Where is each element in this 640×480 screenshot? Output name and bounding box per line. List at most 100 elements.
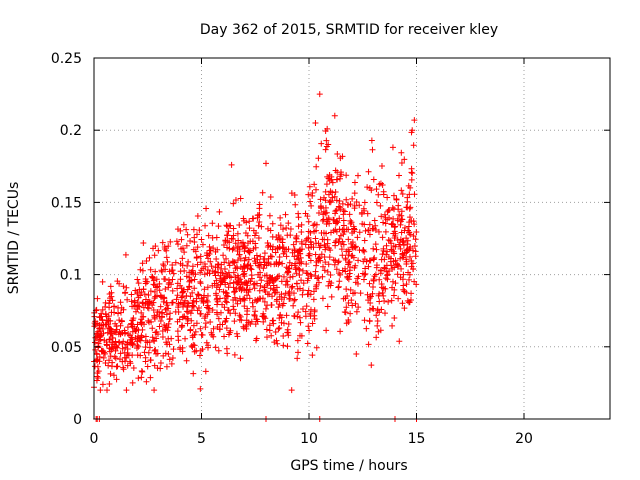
data-point <box>178 236 185 243</box>
data-point <box>233 330 240 337</box>
data-point <box>115 310 122 317</box>
plot-frame <box>93 57 611 420</box>
y-axis-label: SRMTID / TECUs <box>6 182 22 295</box>
data-point <box>311 221 318 228</box>
data-point <box>351 264 358 271</box>
data-point <box>246 249 253 256</box>
data-point <box>117 299 124 306</box>
data-point <box>194 291 201 298</box>
data-point <box>146 254 153 261</box>
data-point <box>337 328 344 335</box>
data-point <box>406 219 413 226</box>
data-point <box>223 299 230 306</box>
data-point <box>395 295 402 302</box>
data-point <box>343 286 350 293</box>
data-point <box>308 202 315 209</box>
data-point <box>391 264 398 271</box>
data-point <box>123 354 130 361</box>
data-point <box>277 222 284 229</box>
data-point <box>277 235 284 242</box>
data-point <box>187 310 194 317</box>
data-point <box>269 220 276 227</box>
data-point <box>351 179 358 186</box>
data-point <box>106 348 113 355</box>
data-point <box>275 325 282 332</box>
data-point <box>343 196 350 203</box>
data-point <box>191 331 198 338</box>
data-point <box>399 190 406 197</box>
data-point <box>330 256 337 263</box>
data-point <box>222 317 229 324</box>
data-point <box>264 243 271 250</box>
data-point <box>327 188 334 195</box>
data-point <box>174 280 181 287</box>
data-point <box>232 310 239 317</box>
data-point <box>120 366 127 373</box>
data-point <box>267 285 274 292</box>
data-point <box>274 340 281 347</box>
data-point <box>226 222 233 229</box>
data-point <box>106 300 113 307</box>
data-point <box>192 271 199 278</box>
data-point <box>202 222 209 229</box>
data-point <box>117 330 124 337</box>
data-point <box>280 226 287 233</box>
data-point <box>397 255 404 262</box>
data-point <box>280 273 287 280</box>
data-point <box>334 151 341 158</box>
data-point <box>135 375 142 382</box>
data-point <box>138 309 145 316</box>
data-point <box>148 273 155 280</box>
data-point <box>316 244 323 251</box>
data-point <box>339 252 346 259</box>
data-point <box>194 261 201 268</box>
data-point <box>345 318 352 325</box>
data-point <box>366 221 373 228</box>
data-point <box>132 308 139 315</box>
data-point <box>156 323 163 330</box>
data-point <box>137 337 144 344</box>
data-point <box>190 226 197 233</box>
data-point <box>249 303 256 310</box>
data-point <box>337 173 344 180</box>
data-point <box>388 247 395 254</box>
data-point <box>234 280 241 287</box>
data-point <box>347 286 354 293</box>
data-point <box>325 261 332 268</box>
data-point <box>135 343 142 350</box>
data-point <box>247 262 254 269</box>
data-point <box>202 320 209 327</box>
data-point <box>270 286 277 293</box>
data-point <box>378 213 385 220</box>
data-point <box>131 303 138 310</box>
data-point <box>226 262 233 269</box>
data-point <box>322 204 329 211</box>
data-point <box>172 259 179 266</box>
data-point <box>289 273 296 280</box>
data-point <box>352 300 359 307</box>
data-point <box>365 341 372 348</box>
data-point <box>144 363 151 370</box>
data-point <box>261 298 268 305</box>
data-point <box>389 322 396 329</box>
data-point <box>298 240 305 247</box>
data-point <box>234 257 241 264</box>
data-point <box>325 175 332 182</box>
data-point <box>250 281 257 288</box>
data-point <box>193 295 200 302</box>
data-point <box>319 295 326 302</box>
data-point <box>243 317 250 324</box>
data-point <box>190 303 197 310</box>
data-point <box>398 265 405 272</box>
data-point <box>106 324 113 331</box>
data-point <box>380 219 387 226</box>
data-point <box>408 297 415 304</box>
data-point <box>183 226 190 233</box>
data-point <box>269 233 276 240</box>
data-point <box>336 278 343 285</box>
data-point <box>253 280 260 287</box>
data-point <box>289 249 296 256</box>
data-point <box>106 317 113 324</box>
data-point <box>370 176 377 183</box>
data-point <box>345 201 352 208</box>
